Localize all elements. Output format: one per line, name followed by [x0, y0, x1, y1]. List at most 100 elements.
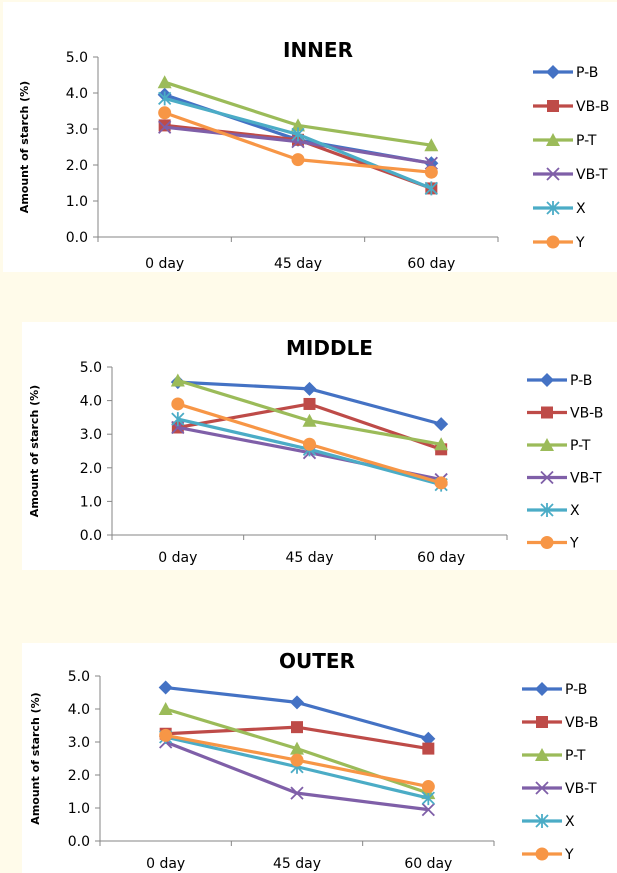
outer-legend-label: P-T: [565, 748, 586, 764]
inner-y-tick-label: 3.0: [66, 122, 88, 138]
outer-legend-item-x: X: [522, 814, 575, 830]
inner-point-x: [291, 127, 305, 142]
middle-legend-marker: [540, 373, 554, 387]
outer-legend-item-p-b: P-B: [522, 682, 587, 698]
outer-point-x: [421, 791, 435, 806]
outer-legend-label: VB-B: [565, 715, 598, 731]
middle-series-p-t: [170, 373, 449, 451]
outer-legend-marker: [535, 748, 549, 761]
inner-y-tick-label: 5.0: [66, 50, 88, 66]
inner-y-tick-label: 0.0: [66, 230, 88, 246]
middle-x-tick-label: 45 day: [285, 550, 333, 566]
outer-legend-marker: [535, 847, 549, 861]
middle-y-tick-label: 2.0: [80, 461, 102, 477]
outer-legend-label: Y: [564, 847, 574, 863]
inner-series-p-t: [157, 75, 439, 152]
inner-y-tick-label: 1.0: [66, 194, 88, 210]
middle-legend-item-p-b: P-B: [527, 373, 592, 389]
inner-point-vb-t: [158, 120, 172, 134]
outer-y-tick-label: 4.0: [68, 702, 90, 718]
middle-legend-marker: [540, 503, 554, 517]
inner-point-p-t: [291, 118, 305, 132]
inner-point-p-t: [157, 75, 172, 89]
outer-point-y: [290, 753, 304, 767]
middle-legend-item-y: Y: [527, 536, 579, 552]
outer-y-tick-label: 0.0: [68, 834, 90, 850]
outer-point-p-t: [158, 702, 173, 715]
middle-legend-label: Y: [569, 536, 579, 552]
inner-chart-title: INNER: [283, 38, 353, 62]
outer-y-axis-label: Amount of starch (%): [29, 692, 42, 824]
middle-point-p-t: [170, 373, 185, 387]
outer-point-vb-t: [421, 803, 435, 817]
inner-point-x: [424, 181, 438, 196]
inner-legend-item-p-b: P-B: [533, 65, 598, 81]
inner-x-tick-label: 0 day: [145, 256, 184, 272]
middle-chart: MIDDLE Amount of starch (%) 0.0 1.0 2.0 3.0 4.…: [28, 336, 603, 566]
outer-point-y: [159, 728, 173, 742]
inner-legend-marker: [546, 133, 560, 146]
outer-y-tick-label: 3.0: [68, 735, 90, 751]
middle-point-x: [171, 412, 185, 427]
inner-x-tick-label: 45 day: [274, 256, 322, 272]
middle-point-p-t: [434, 437, 449, 451]
outer-legend-label: P-B: [565, 682, 587, 698]
inner-legend-label: VB-T: [576, 167, 608, 183]
outer-chart: OUTER Amount of starch (%) 0.0 1.0 2.0 3.0 4.0…: [29, 649, 598, 872]
inner-chart-panel: INNER Amount of starch (%) 0.0 1.0 2.0 3.0 4.0…: [3, 2, 617, 272]
outer-series-p-t: [158, 702, 436, 800]
outer-chart-panel: OUTER Amount of starch (%) 0.0 1.0 2.0 3.0 4.0…: [22, 643, 617, 873]
inner-point-x: [158, 91, 172, 106]
outer-legend-marker: [535, 781, 549, 795]
middle-x-tick-label: 0 day: [158, 550, 197, 566]
inner-y-tick-label: 4.0: [66, 86, 88, 102]
inner-point-y: [424, 165, 438, 179]
inner-legend-label: P-T: [576, 133, 597, 149]
middle-legend-marker: [540, 470, 554, 485]
outer-legend-marker: [535, 814, 549, 828]
inner-chart: INNER Amount of starch (%) 0.0 1.0 2.0 3.0 4.0…: [18, 38, 609, 272]
inner-legend-marker: [546, 235, 560, 249]
outer-legend-item-vb-t: VB-T: [522, 781, 597, 797]
inner-legend-label: Y: [575, 235, 585, 251]
outer-x-tick-label: 0 day: [146, 856, 185, 872]
middle-legend-marker: [540, 536, 554, 549]
middle-y-axis-label: Amount of starch (%): [28, 385, 41, 517]
inner-legend-label: P-B: [576, 65, 598, 81]
middle-legend-label: P-T: [570, 438, 591, 454]
inner-legend-marker: [546, 201, 560, 215]
middle-y-tick-label: 1.0: [80, 494, 102, 510]
outer-point-vb-b: [291, 721, 303, 734]
middle-legend-marker: [540, 438, 554, 451]
inner-legend-marker: [546, 65, 560, 79]
middle-chart-panel: MIDDLE Amount of starch (%) 0.0 1.0 2.0 3.0 4.…: [22, 322, 617, 570]
outer-x-tick-label: 60 day: [404, 856, 452, 872]
inner-legend-item-y: Y: [533, 235, 585, 251]
outer-legend-marker: [535, 682, 549, 696]
outer-point-p-t: [290, 741, 304, 755]
middle-point-y: [303, 437, 316, 451]
outer-point-vb-b: [422, 742, 435, 755]
outer-series-y: [159, 728, 435, 794]
inner-legend-item-vb-b: VB-B: [533, 99, 609, 115]
inner-legend-marker: [547, 100, 559, 112]
outer-point-vb-t: [290, 786, 304, 800]
middle-series-y: [171, 397, 448, 490]
outer-chart-title: OUTER: [279, 649, 355, 673]
middle-chart-title: MIDDLE: [286, 336, 373, 360]
inner-legend-marker: [546, 167, 560, 181]
middle-point-y: [171, 397, 185, 411]
outer-point-p-b: [158, 680, 173, 695]
inner-point-p-t: [424, 138, 439, 152]
outer-point-p-b: [421, 731, 436, 746]
inner-series-y: [158, 106, 438, 179]
outer-legend-item-vb-b: VB-B: [522, 715, 598, 731]
outer-legend-label: VB-T: [565, 781, 597, 797]
outer-point-p-b: [290, 695, 304, 710]
middle-y-tick-label: 0.0: [80, 528, 102, 544]
inner-x-tick-label: 60 day: [407, 256, 455, 272]
inner-legend-item-x: X: [533, 201, 586, 217]
outer-y-tick-label: 5.0: [68, 669, 90, 685]
middle-legend-label: X: [570, 503, 580, 519]
middle-point-p-b: [434, 417, 449, 432]
